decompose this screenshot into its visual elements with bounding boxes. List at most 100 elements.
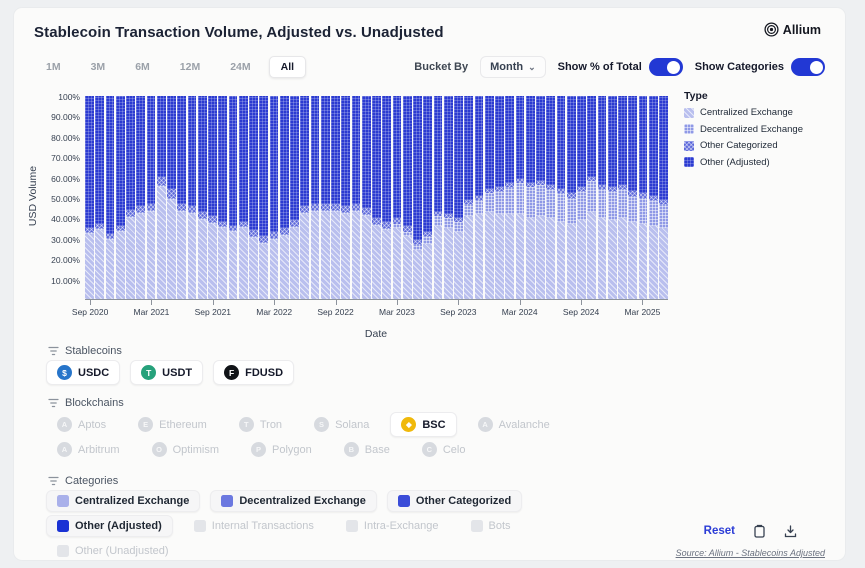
category-chip-other-adjusted[interactable]: Other (Adjusted) (46, 515, 173, 537)
bar-jul-2022[interactable] (310, 96, 320, 299)
bar-jun-2022[interactable] (300, 96, 309, 299)
bar-apr-2022[interactable] (279, 96, 289, 299)
bar-mar-2022[interactable] (269, 96, 279, 299)
bar-sep-2022[interactable] (331, 96, 340, 299)
bar-jun-2021[interactable] (177, 96, 186, 299)
bar-jan-2024[interactable] (495, 96, 504, 299)
blockchain-chip-solana[interactable]: S Solana (303, 412, 380, 437)
show-categories-toggle[interactable] (791, 58, 825, 76)
blockchain-chip-avalanche[interactable]: A Avalanche (467, 412, 561, 437)
bar-apr-2023[interactable] (402, 96, 412, 299)
bar-dec-2020[interactable] (115, 96, 125, 299)
blockchain-chip-celo[interactable]: C Celo (411, 437, 477, 462)
bar-nov-2022[interactable] (351, 96, 361, 299)
bar-aug-2021[interactable] (197, 96, 207, 299)
stablecoin-chip-usdc[interactable]: $ USDC (46, 360, 121, 385)
range-button-3m[interactable]: 3M (79, 56, 118, 78)
reset-button[interactable]: Reset (703, 525, 735, 537)
bar-may-2021[interactable] (167, 96, 176, 299)
show-percent-toggle[interactable] (648, 58, 683, 76)
source-link[interactable]: Source: Allium - Stablecoins Adjusted (675, 548, 825, 558)
bar-feb-2022[interactable] (259, 96, 268, 299)
bar-jul-2024[interactable] (556, 96, 566, 299)
bar-oct-2021[interactable] (218, 96, 227, 299)
bar-feb-2023[interactable] (382, 96, 391, 299)
bar-jan-2022[interactable] (249, 96, 258, 299)
bar-oct-2024[interactable] (587, 96, 596, 299)
bar-apr-2021[interactable] (156, 96, 166, 299)
bar-may-2022[interactable] (290, 96, 299, 299)
range-button-24m[interactable]: 24M (218, 56, 262, 78)
category-chip-bots[interactable]: Bots (460, 515, 522, 537)
bar-segment-oc (115, 225, 125, 230)
bar-jan-2021[interactable] (126, 96, 135, 299)
range-button-1m[interactable]: 1M (34, 56, 73, 78)
bar-may-2023[interactable] (413, 96, 422, 299)
bar-aug-2022[interactable] (320, 96, 330, 299)
bar-feb-2021[interactable] (136, 96, 145, 299)
bar-apr-2025[interactable] (648, 96, 658, 299)
range-button-12m[interactable]: 12M (168, 56, 212, 78)
category-chip-internal-transactions[interactable]: Internal Transactions (183, 515, 325, 537)
legend-item-oc[interactable]: Other Categorized (684, 140, 842, 151)
category-chip-centralized-exchange[interactable]: Centralized Exchange (46, 490, 201, 512)
stablecoin-chip-usdt[interactable]: T USDT (130, 360, 204, 385)
bar-may-2024[interactable] (536, 96, 545, 299)
bar-sep-2020[interactable] (85, 96, 94, 299)
bar-mar-2021[interactable] (146, 96, 156, 299)
bar-nov-2023[interactable] (474, 96, 484, 299)
bar-mar-2024[interactable] (515, 96, 525, 299)
bar-oct-2020[interactable] (95, 96, 104, 299)
category-chip-intra-exchange[interactable]: Intra-Exchange (335, 515, 450, 537)
blockchain-chip-polygon[interactable]: P Polygon (240, 437, 323, 462)
bar-dec-2022[interactable] (361, 96, 371, 299)
blockchain-chip-bsc[interactable]: ◆ BSC (390, 412, 457, 437)
range-button-all[interactable]: All (268, 56, 307, 78)
bar-sep-2023[interactable] (454, 96, 463, 299)
bar-may-2025[interactable] (659, 96, 668, 299)
bar-mar-2023[interactable] (392, 96, 402, 299)
blockchain-chip-aptos[interactable]: A Aptos (46, 412, 117, 437)
range-button-6m[interactable]: 6M (123, 56, 162, 78)
bar-apr-2024[interactable] (525, 96, 535, 299)
bar-feb-2024[interactable] (505, 96, 514, 299)
blockchain-chip-optimism[interactable]: O Optimism (141, 437, 230, 462)
bar-dec-2023[interactable] (484, 96, 494, 299)
blockchain-chip-tron[interactable]: T Tron (228, 412, 293, 437)
legend-item-oa[interactable]: Other (Adjusted) (684, 157, 842, 168)
bar-aug-2023[interactable] (443, 96, 453, 299)
bar-mar-2025[interactable] (638, 96, 648, 299)
bar-dec-2024[interactable] (607, 96, 617, 299)
bar-jan-2023[interactable] (372, 96, 381, 299)
category-chip-other-unadjusted[interactable]: Other (Unadjusted) (46, 540, 180, 562)
bar-sep-2024[interactable] (577, 96, 586, 299)
bar-oct-2022[interactable] (341, 96, 350, 299)
chip-label: USDT (162, 366, 193, 379)
blockchain-chip-base[interactable]: B Base (333, 437, 401, 462)
bar-jun-2024[interactable] (546, 96, 555, 299)
bar-oct-2023[interactable] (464, 96, 473, 299)
bar-jul-2023[interactable] (433, 96, 443, 299)
legend-item-dex[interactable]: Decentralized Exchange (684, 124, 842, 135)
bar-nov-2020[interactable] (105, 96, 115, 299)
blockchain-chip-ethereum[interactable]: E Ethereum (127, 412, 218, 437)
bar-feb-2025[interactable] (628, 96, 637, 299)
bar-segment-oc (331, 203, 340, 210)
bar-jun-2023[interactable] (423, 96, 432, 299)
stablecoin-chip-fdusd[interactable]: F FDUSD (213, 360, 295, 385)
bar-nov-2024[interactable] (597, 96, 607, 299)
bar-nov-2021[interactable] (228, 96, 238, 299)
bar-segment-oa (136, 96, 145, 206)
bar-jul-2021[interactable] (187, 96, 197, 299)
copy-icon[interactable] (753, 524, 766, 538)
legend-item-cex[interactable]: Centralized Exchange (684, 107, 842, 118)
category-chip-other-categorized[interactable]: Other Categorized (386, 490, 523, 512)
bucket-by-select[interactable]: Month ⌄ (480, 56, 546, 78)
download-icon[interactable] (784, 524, 797, 538)
bar-aug-2024[interactable] (566, 96, 576, 299)
bar-sep-2021[interactable] (208, 96, 217, 299)
category-chip-decentralized-exchange[interactable]: Decentralized Exchange (210, 490, 377, 512)
blockchain-chip-arbitrum[interactable]: A Arbitrum (46, 437, 131, 462)
bar-dec-2021[interactable] (238, 96, 248, 299)
bar-jan-2025[interactable] (618, 96, 627, 299)
